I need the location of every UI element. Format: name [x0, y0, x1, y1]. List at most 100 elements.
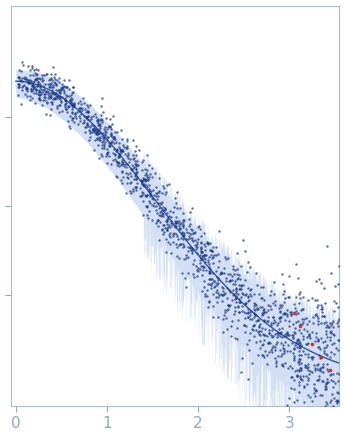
- Point: [105, 126, 110, 133]
- Point: [291, 357, 297, 364]
- Point: [247, 315, 253, 322]
- Point: [177, 205, 183, 212]
- Point: [128, 173, 133, 180]
- Point: [150, 195, 155, 202]
- Point: [246, 292, 251, 299]
- Point: [64, 83, 69, 90]
- Point: [277, 302, 283, 309]
- Point: [252, 307, 257, 314]
- Point: [257, 338, 263, 345]
- Point: [124, 135, 129, 142]
- Point: [140, 211, 146, 218]
- Point: [144, 211, 150, 218]
- Point: [39, 89, 45, 96]
- Point: [234, 335, 240, 342]
- Point: [44, 70, 49, 77]
- Point: [199, 247, 204, 254]
- Point: [174, 230, 179, 237]
- Point: [99, 94, 105, 101]
- Point: [206, 276, 211, 283]
- Point: [226, 286, 232, 293]
- Point: [306, 363, 311, 370]
- Point: [166, 212, 171, 219]
- Point: [273, 319, 278, 326]
- Point: [119, 135, 125, 142]
- Point: [210, 253, 216, 260]
- Point: [63, 106, 68, 113]
- Point: [253, 311, 259, 318]
- Point: [328, 330, 334, 337]
- Point: [132, 160, 137, 167]
- Point: [247, 264, 253, 271]
- Point: [279, 302, 285, 309]
- Point: [49, 99, 54, 106]
- Point: [187, 221, 193, 228]
- Point: [333, 299, 339, 306]
- Point: [251, 313, 257, 320]
- Point: [66, 103, 71, 110]
- Point: [211, 252, 217, 259]
- Point: [262, 326, 267, 333]
- Point: [42, 81, 48, 88]
- Point: [256, 328, 262, 335]
- Point: [240, 307, 245, 314]
- Point: [112, 152, 117, 159]
- Point: [125, 174, 131, 181]
- Point: [68, 125, 73, 132]
- Point: [29, 86, 34, 93]
- Point: [116, 153, 122, 160]
- Point: [294, 339, 299, 346]
- Point: [106, 153, 112, 160]
- Point: [323, 318, 328, 325]
- Point: [90, 122, 96, 129]
- Point: [326, 323, 331, 330]
- Point: [47, 90, 52, 97]
- Point: [314, 387, 319, 394]
- Point: [283, 310, 288, 317]
- Point: [310, 319, 315, 326]
- Point: [130, 155, 136, 162]
- Point: [48, 94, 53, 101]
- Point: [78, 105, 83, 112]
- Point: [244, 268, 250, 275]
- Point: [36, 74, 41, 81]
- Point: [332, 282, 338, 289]
- Point: [163, 236, 169, 243]
- Point: [188, 246, 193, 253]
- Point: [290, 335, 295, 342]
- Point: [331, 308, 337, 315]
- Point: [312, 381, 317, 388]
- Point: [211, 277, 217, 284]
- Point: [174, 199, 179, 206]
- Point: [127, 180, 133, 187]
- Point: [79, 105, 85, 112]
- Point: [47, 93, 52, 100]
- Point: [27, 67, 33, 74]
- Point: [323, 343, 328, 350]
- Point: [257, 320, 263, 327]
- Point: [95, 128, 100, 135]
- Point: [334, 396, 339, 403]
- Point: [149, 165, 155, 172]
- Point: [20, 59, 25, 66]
- Point: [56, 88, 62, 95]
- Point: [313, 329, 318, 336]
- Point: [157, 219, 163, 226]
- Point: [302, 362, 308, 369]
- Point: [145, 191, 150, 198]
- Point: [329, 319, 334, 326]
- Point: [296, 340, 302, 347]
- Point: [124, 144, 129, 151]
- Point: [327, 354, 332, 361]
- Point: [42, 88, 48, 95]
- Point: [73, 114, 79, 121]
- Point: [205, 239, 210, 246]
- Point: [336, 315, 342, 322]
- Point: [259, 341, 264, 348]
- Point: [315, 335, 321, 342]
- Point: [308, 354, 314, 361]
- Point: [269, 327, 274, 334]
- Point: [322, 402, 328, 409]
- Point: [263, 308, 269, 315]
- Point: [325, 379, 330, 386]
